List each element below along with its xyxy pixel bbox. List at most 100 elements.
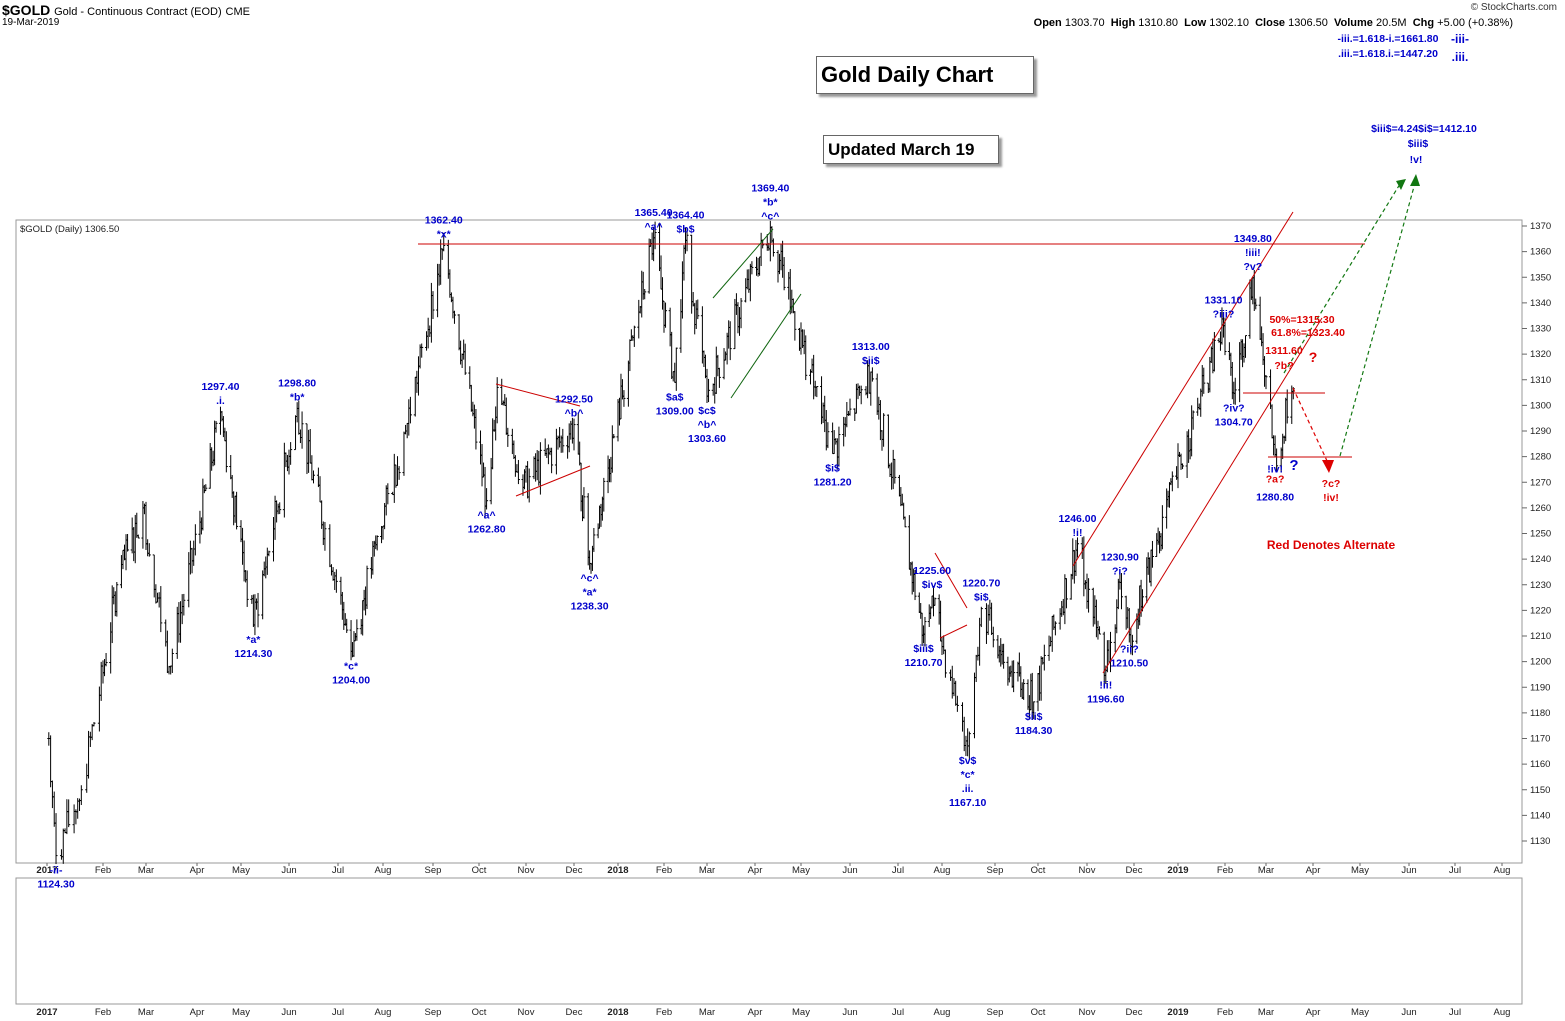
x-tick-label: 2018 <box>607 865 628 876</box>
green-arrowhead-1 <box>1396 179 1406 190</box>
wave-label: 1292.50 <box>555 394 593 406</box>
wave-label: ?i? <box>1112 565 1128 577</box>
series-legend: $GOLD (Daily) 1306.50 <box>20 224 119 235</box>
y-tick-label: 1220 <box>1530 605 1551 616</box>
x-tick-label: Oct <box>472 1007 487 1018</box>
wave-label: !iii! <box>1245 247 1261 259</box>
wave-label: $b$ <box>676 223 694 235</box>
x-tick-label: Oct <box>1031 1007 1046 1018</box>
wave-label: 1124.30 <box>37 879 75 891</box>
price-panel-frame <box>15 219 1523 864</box>
wave-label: 1364.40 <box>667 209 705 221</box>
x-tick-label: Aug <box>934 865 951 876</box>
wave-label: 1369.40 <box>751 183 789 195</box>
wave-label: 1225.60 <box>913 565 951 577</box>
x-tick-label: Mar <box>1258 1007 1274 1018</box>
x-tick-label: Feb <box>1217 1007 1233 1018</box>
alt-c-label: ?c? <box>1322 478 1341 490</box>
x-tick-label: Dec <box>566 865 583 876</box>
wave-label: 1196.60 <box>1087 693 1125 705</box>
alt-b-label: ?b? <box>1274 360 1293 372</box>
wave-label: 1331.10 <box>1204 295 1242 307</box>
wave-label: .ii. <box>962 783 974 795</box>
y-tick-label: 1340 <box>1530 298 1551 309</box>
x-tick-label: Jul <box>892 865 904 876</box>
chart-date: 19-Mar-2019 <box>2 17 60 28</box>
wave-label: $iv$ <box>922 579 943 591</box>
x-tick-label: Sep <box>425 865 442 876</box>
x-tick-label: Feb <box>656 1007 672 1018</box>
wave-label: $v$ <box>959 755 977 767</box>
wave-label: *a* <box>246 634 261 646</box>
wave-label: $ii$ <box>862 355 880 367</box>
wave-label: 1230.90 <box>1101 551 1139 563</box>
y-axis: 1130 1140 1150 1160 1170 1180 1190 1200 1210 1220… <box>1522 221 1551 847</box>
x-tick-label: Apr <box>748 865 763 876</box>
wave-label: !iv! <box>1267 464 1283 476</box>
wave-label: $a$ <box>666 391 684 403</box>
wave-label: 1297.40 <box>201 381 239 393</box>
x-tick-label: May <box>1351 1007 1369 1018</box>
x-tick-label: Aug <box>375 865 392 876</box>
wave-label: 1214.30 <box>234 648 272 660</box>
wave-label: 1365.40 <box>635 207 673 219</box>
channel-upper-line <box>712 228 774 299</box>
wave-label: 1210.70 <box>905 657 943 669</box>
x-tick-label: Oct <box>472 865 487 876</box>
channel-2019-upper <box>1072 211 1294 567</box>
x-tick-label: Jun <box>1401 865 1416 876</box>
x-tick-label: Apr <box>190 1007 205 1018</box>
y-tick-label: 1230 <box>1530 580 1551 591</box>
projection-tag-4: !v! <box>1410 154 1423 166</box>
green-projection-line-2 <box>1339 182 1416 457</box>
y-tick-label: 1330 <box>1530 324 1551 335</box>
x-tick-label: Apr <box>1306 1007 1321 1018</box>
level-1311-label: 1311.60 <box>1265 345 1303 357</box>
y-tick-label: 1300 <box>1530 400 1551 411</box>
x-tick-label: 2017 <box>36 865 57 876</box>
x-tick-label: Jul <box>1449 865 1461 876</box>
projection-line-1: -iii.=1.618-i.=1661.80 <box>1338 33 1439 45</box>
ohlc-readout: Open 1303.70 High 1310.80 Low 1302.10 Cl… <box>1033 17 1513 29</box>
wave-label: *a* <box>583 586 598 598</box>
x-tick-label: Aug <box>1494 865 1511 876</box>
wave-label: -ii- <box>50 865 63 877</box>
x-tick-label: Feb <box>656 865 672 876</box>
projection-line-2: .iii.=1.618.i.=1447.20 <box>1338 48 1438 60</box>
x-tick-label: Jul <box>332 1007 344 1018</box>
y-tick-label: 1260 <box>1530 503 1551 514</box>
wave-label: ^a^ <box>645 221 663 233</box>
wave-label: ^a^ <box>478 510 496 522</box>
y-tick-label: 1370 <box>1530 221 1551 232</box>
wave-label: 1362.40 <box>425 214 463 226</box>
wave-label: ^c^ <box>761 211 779 223</box>
wave-label: !ii! <box>1099 679 1112 691</box>
x-tick-label: Oct <box>1031 865 1046 876</box>
wave-label: $i$ <box>974 592 989 604</box>
wave-label: 1184.30 <box>1015 725 1053 737</box>
wedge-line-2 <box>939 624 968 639</box>
x-tick-label: Apr <box>1306 865 1321 876</box>
y-tick-label: 1350 <box>1530 272 1551 283</box>
wave-label: 1262.80 <box>468 524 506 536</box>
wave-label: 1349.80 <box>1234 233 1272 245</box>
wave-label: 1281.20 <box>814 477 852 489</box>
x-tick-label: Mar <box>699 1007 715 1018</box>
x-tick-label: Jul <box>1449 1007 1461 1018</box>
x-tick-label: Dec <box>1126 1007 1143 1018</box>
wave-label: ^c^ <box>581 572 599 584</box>
red-alternate-note: Red Denotes Alternate <box>1267 538 1396 552</box>
wave-label: 1309.00 <box>656 405 694 417</box>
x-tick-label: May <box>232 1007 250 1018</box>
red-arrowhead <box>1322 460 1334 473</box>
y-tick-label: 1160 <box>1530 759 1550 770</box>
x-tick-label: Feb <box>95 1007 111 1018</box>
x-tick-label: Jun <box>1401 1007 1416 1018</box>
wave-label: *c* <box>344 660 359 672</box>
wave-label: $i$ <box>825 463 840 475</box>
y-tick-label: 1200 <box>1530 657 1551 668</box>
x-tick-label: Nov <box>518 1007 535 1018</box>
y-tick-label: 1360 <box>1530 247 1551 258</box>
wave-label: 1303.60 <box>688 433 726 445</box>
wave-label: 1210.50 <box>1110 658 1148 670</box>
